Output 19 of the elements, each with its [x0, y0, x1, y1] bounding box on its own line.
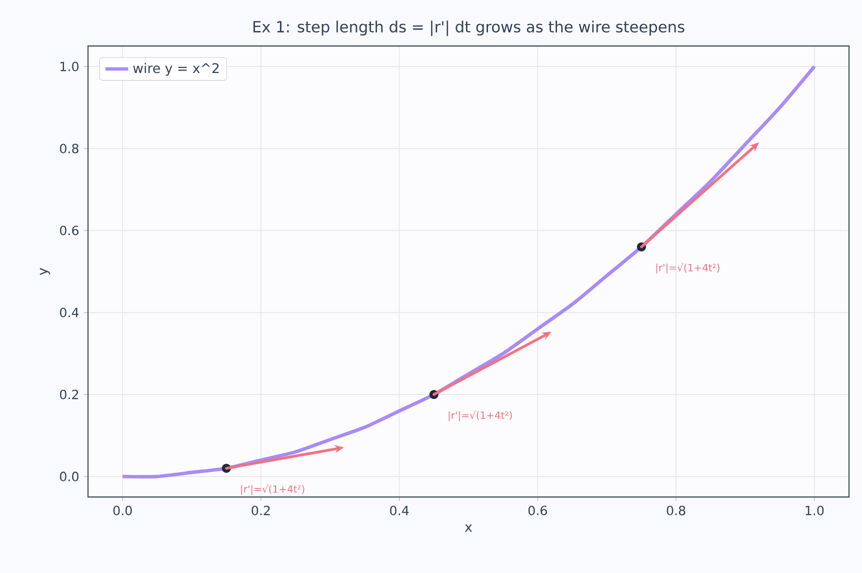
y-tick-label: 0.2: [60, 390, 78, 400]
x-tick-label: 0.4: [390, 506, 409, 516]
y-tick-label: 0.8: [60, 144, 78, 154]
y-tick-label: 1.0: [60, 62, 78, 72]
x-tick-label: 1.0: [806, 506, 824, 516]
annotation: |r'|=√(1+4t²): [656, 263, 720, 274]
x-tick-label: 0.6: [528, 506, 547, 516]
annotation: |r'|=√(1+4t²): [241, 484, 304, 496]
annotation: |r'|=√(1+4t²): [448, 410, 512, 422]
chart-title: Ex 1: step length ds = |r'| dt grows as the wire steepens: [253, 20, 684, 36]
x-tick-label: 0.0: [113, 506, 132, 516]
x-tick-label: 0.2: [252, 506, 270, 516]
y-tick-label: 0.4: [60, 308, 79, 318]
y-tick-label: 0.0: [60, 472, 78, 482]
x-axis-title: x: [464, 524, 472, 532]
y-tick-label: 0.6: [60, 226, 78, 236]
legend-label: wire y = x^2: [133, 62, 219, 76]
x-tick-label: 0.8: [666, 506, 686, 516]
y-axis-title: y: [40, 268, 50, 276]
